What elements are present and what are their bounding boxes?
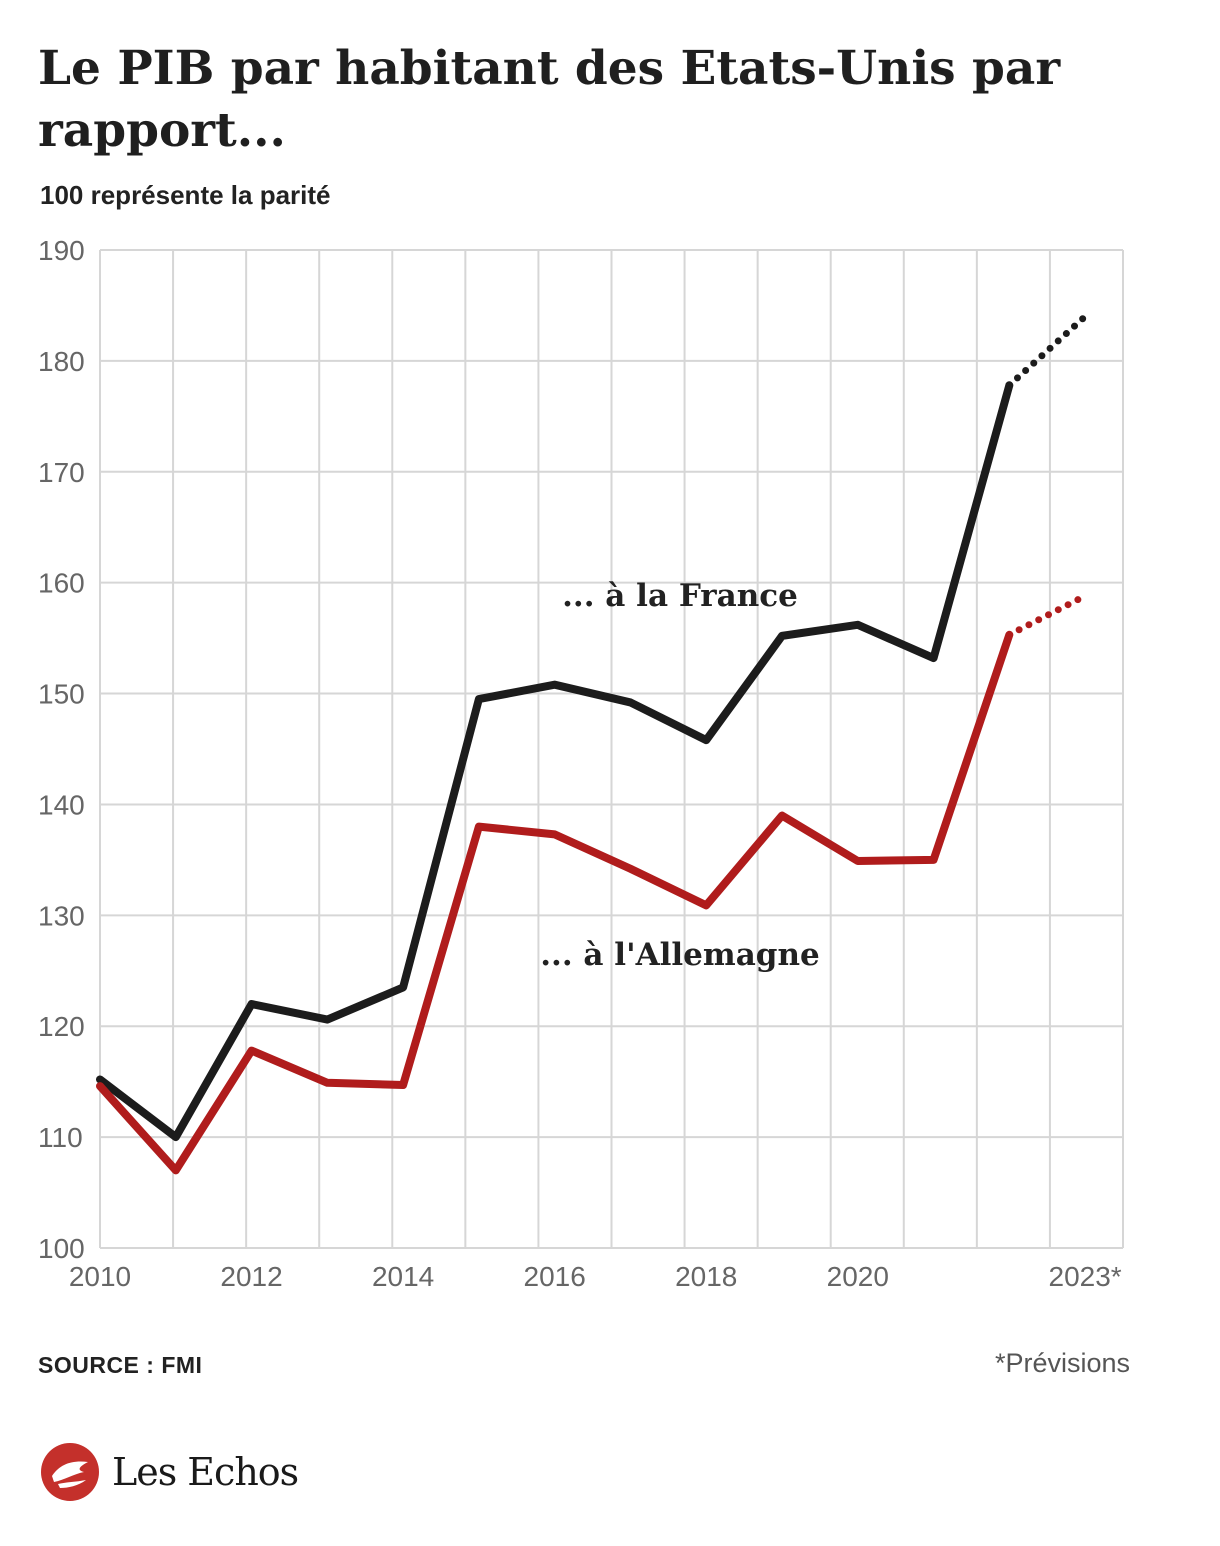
series-line-allemagne: [96, 630, 1014, 1175]
forecast-note: *Prévisions: [994, 1348, 1130, 1378]
series-lines: [96, 313, 1089, 1175]
les-echos-logo-icon: [41, 1443, 99, 1501]
y-tick-label: 190: [38, 235, 85, 266]
brand-name: Les Echos: [112, 1450, 299, 1494]
y-tick-label: 100: [38, 1233, 85, 1264]
series-line-france: [96, 381, 1014, 1142]
y-tick-label: 140: [38, 789, 85, 820]
series-forecast-allemagne: [1005, 592, 1089, 639]
y-tick-label: 160: [38, 568, 85, 599]
y-tick-label: 170: [38, 457, 85, 488]
series-label-allemagne: ... à l'Allemagne: [540, 937, 819, 973]
chart-title: Le PIB par habitant des Etats-Unis par r…: [38, 41, 1061, 158]
x-tick-label: 2018: [675, 1261, 737, 1292]
series-label-france: ... à la France: [562, 578, 798, 614]
y-axis-ticks: 100 110 120 130 140 150 160 170 180 190: [38, 235, 85, 1264]
x-tick-label: 2016: [524, 1261, 586, 1292]
y-tick-label: 120: [38, 1011, 85, 1042]
y-tick-label: 130: [38, 900, 85, 931]
source-note: SOURCE : FMI: [38, 1352, 203, 1378]
y-tick-label: 150: [38, 679, 85, 710]
x-tick-label: 2020: [827, 1261, 889, 1292]
brand-logo: Les Echos: [40, 1440, 299, 1504]
x-tick-label: 2023*: [1049, 1261, 1122, 1292]
x-axis-ticks: 2010 2012 2014 2016 2018 2020 2023*: [69, 1261, 1122, 1292]
series-forecast-france: [1005, 313, 1089, 389]
x-tick-label: 2010: [69, 1261, 131, 1292]
x-tick-label: 2014: [372, 1261, 434, 1292]
chart-subtitle: 100 représente la parité: [40, 180, 331, 210]
y-tick-label: 180: [38, 346, 85, 377]
y-tick-label: 110: [38, 1122, 83, 1153]
x-tick-label: 2012: [220, 1261, 282, 1292]
